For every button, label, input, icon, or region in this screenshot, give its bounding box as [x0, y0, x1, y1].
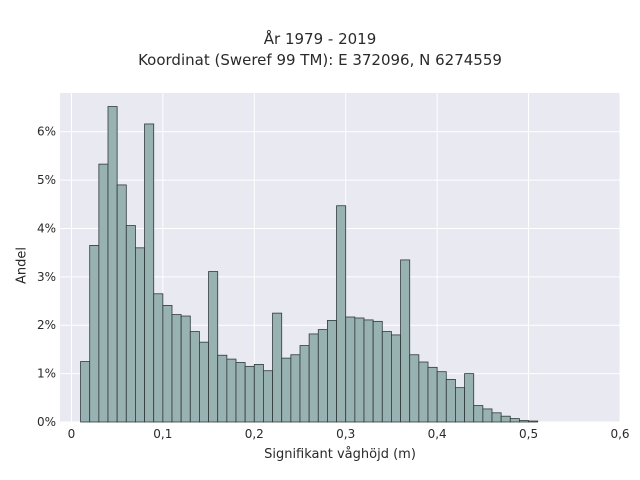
histogram-bar: [363, 319, 374, 423]
y-tick-label: 6%: [37, 125, 56, 139]
histogram-bar: [427, 366, 438, 423]
x-tick-label: 0,1: [153, 427, 172, 441]
histogram-bar: [208, 271, 219, 423]
histogram-bar: [400, 259, 411, 423]
x-tick-label: 0,6: [610, 427, 629, 441]
x-tick-label: 0: [68, 427, 76, 441]
histogram-bar: [162, 304, 173, 423]
histogram-bar: [199, 341, 209, 423]
histogram-bar: [519, 420, 529, 423]
histogram-bar: [153, 293, 164, 423]
histogram-bar: [171, 314, 182, 423]
histogram-bar: [144, 123, 155, 423]
histogram-bar: [235, 362, 246, 423]
x-tick-label: 0,2: [245, 427, 264, 441]
histogram-bar: [80, 361, 91, 423]
histogram-bar: [125, 225, 136, 423]
x-tick-label: 0,3: [336, 427, 355, 441]
y-tick-label: 5%: [37, 173, 56, 187]
histogram-bar: [89, 245, 100, 423]
histogram-bar: [528, 420, 539, 423]
histogram-bar: [107, 106, 118, 423]
histogram-bar: [409, 354, 420, 423]
histogram-bar: [473, 405, 484, 423]
histogram-bar: [189, 331, 200, 423]
histogram-bar: [290, 354, 301, 423]
y-tick-label: 0%: [37, 415, 56, 429]
chart-title: År 1979 - 2019: [263, 30, 377, 48]
histogram-bar: [500, 415, 511, 423]
y-tick-label: 4%: [37, 221, 56, 235]
histogram-bar: [391, 334, 401, 423]
x-tick-label: 0,5: [519, 427, 538, 441]
histogram-bar: [436, 371, 447, 423]
histogram-bar: [135, 247, 145, 423]
histogram-bar: [381, 331, 392, 423]
histogram-bar: [281, 357, 292, 423]
histogram-bar: [418, 361, 429, 423]
histogram-bar: [98, 163, 109, 423]
histogram-bar: [308, 333, 319, 423]
histogram-bar: [445, 379, 456, 423]
histogram-bar: [226, 358, 237, 423]
histogram-bar: [116, 184, 127, 423]
y-tick-label: 2%: [37, 318, 56, 332]
x-tick-label: 0,4: [428, 427, 447, 441]
histogram-bar: [263, 370, 273, 423]
x-axis-label: Signifikant våghöjd (m): [264, 447, 416, 462]
histogram-bar: [217, 354, 228, 423]
y-tick-label: 3%: [37, 270, 56, 284]
histogram-bar: [253, 364, 264, 423]
bars: [80, 106, 539, 423]
histogram-bar: [299, 345, 310, 423]
histogram-bar: [372, 320, 383, 423]
y-axis-ticks: 0% 1% 2% 3% 4% 5% 6%: [37, 125, 56, 429]
histogram-bar: [464, 373, 475, 423]
histogram-bar: [455, 387, 465, 423]
histogram-bar: [491, 412, 502, 423]
y-tick-label: 1%: [37, 367, 56, 381]
histogram-bar: [244, 365, 255, 423]
histogram-bar: [327, 319, 337, 423]
chart-subtitle: Koordinat (Sweref 99 TM): E 372096, N 62…: [138, 51, 502, 69]
histogram-bar: [354, 317, 365, 423]
histogram-bar: [317, 329, 328, 423]
x-axis-ticks: 0 0,1 0,2 0,3 0,4 0,5 0,6: [68, 427, 630, 441]
histogram-bar: [482, 408, 493, 423]
histogram-bar: [336, 205, 347, 423]
histogram-bar: [345, 316, 356, 423]
histogram-bar: [272, 312, 283, 423]
histogram-bar: [509, 418, 520, 423]
y-axis-label: Andel: [14, 247, 30, 284]
histogram-bar: [180, 315, 191, 423]
